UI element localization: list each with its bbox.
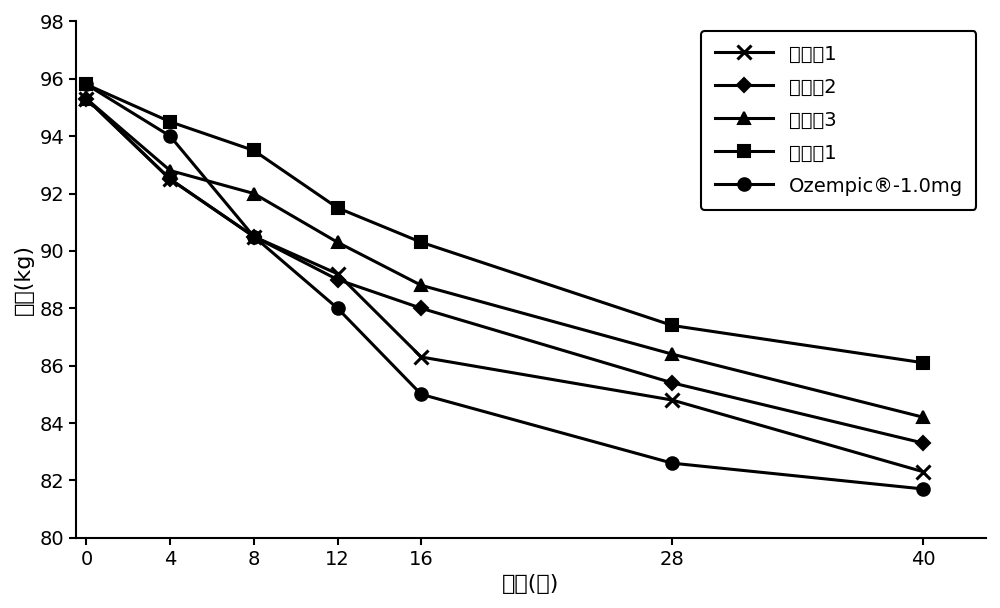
Ozempic®-1.0mg (248, 233, 260, 240)
对比例1 (164, 118, 176, 125)
Ozempic®-1.0mg (666, 460, 678, 467)
实施例2 (415, 305, 427, 312)
实施例1 (80, 95, 92, 103)
实施例2 (917, 440, 929, 447)
Legend: 实施例1, 实施例2, 实施例3, 对比例1, Ozempic®-1.0mg: 实施例1, 实施例2, 实施例3, 对比例1, Ozempic®-1.0mg (701, 31, 976, 210)
实施例3 (80, 95, 92, 103)
Line: 实施例3: 实施例3 (80, 92, 930, 424)
Line: 对比例1: 对比例1 (80, 78, 930, 369)
Ozempic®-1.0mg (164, 133, 176, 140)
对比例1 (415, 238, 427, 246)
实施例2 (248, 233, 260, 240)
Line: Ozempic®-1.0mg: Ozempic®-1.0mg (80, 78, 930, 496)
实施例1 (164, 176, 176, 183)
实施例3 (415, 282, 427, 289)
实施例3 (666, 350, 678, 358)
X-axis label: 时间(周): 时间(周) (502, 574, 560, 594)
实施例3 (332, 238, 344, 246)
Ozempic®-1.0mg (917, 485, 929, 492)
Y-axis label: 体重(kg): 体重(kg) (14, 244, 34, 315)
对比例1 (332, 204, 344, 212)
实施例2 (164, 176, 176, 183)
Ozempic®-1.0mg (332, 305, 344, 312)
Line: 实施例1: 实施例1 (80, 92, 930, 478)
对比例1 (80, 81, 92, 88)
实施例2 (332, 276, 344, 283)
Ozempic®-1.0mg (415, 391, 427, 398)
实施例2 (666, 379, 678, 387)
对比例1 (248, 147, 260, 154)
对比例1 (666, 322, 678, 329)
对比例1 (917, 359, 929, 367)
实施例2 (80, 95, 92, 103)
实施例3 (917, 413, 929, 421)
实施例1 (666, 396, 678, 404)
实施例3 (164, 167, 176, 174)
实施例1 (248, 233, 260, 240)
实施例1 (332, 270, 344, 277)
Line: 实施例2: 实施例2 (82, 94, 928, 448)
Ozempic®-1.0mg (80, 81, 92, 88)
实施例1 (415, 353, 427, 361)
实施例3 (248, 190, 260, 197)
实施例1 (917, 468, 929, 475)
